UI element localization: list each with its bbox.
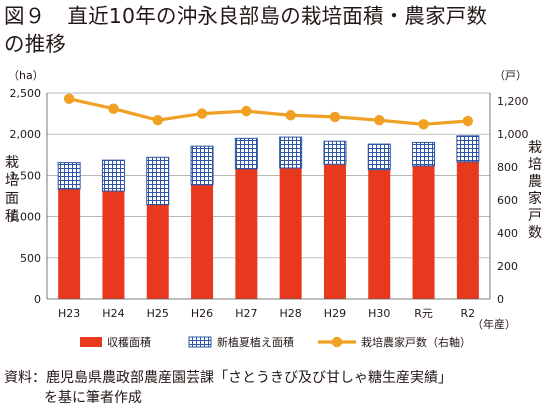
- left-tick-label: 1,500: [10, 169, 42, 182]
- left-tick-label: 500: [20, 252, 41, 265]
- left-axis-title-char: 面: [5, 191, 19, 207]
- farm-households-point: [329, 111, 341, 123]
- right-tick-label: 800: [497, 161, 518, 174]
- farm-households-point: [108, 103, 119, 114]
- bar-harvest-area: [279, 167, 302, 299]
- legend: 収穫面積 新植夏植え面積 栽培農家戸数（右軸）: [80, 335, 471, 349]
- legend-farms-label: 栽培農家戸数（右軸）: [361, 335, 471, 349]
- right-tick-label: 0: [497, 293, 504, 306]
- right-axis-title-char: 数: [528, 225, 542, 241]
- bar-harvest-area: [58, 188, 81, 299]
- farm-households-point: [462, 115, 474, 127]
- bar-harvest-area: [456, 161, 479, 299]
- bar-new-planting-area: [234, 137, 258, 170]
- bar-harvest-area: [235, 168, 258, 299]
- left-tick-label: 0: [34, 293, 41, 306]
- bar-new-planting-area: [146, 156, 170, 206]
- x-tick-label: H23: [58, 307, 80, 320]
- bar-new-planting-area: [367, 143, 391, 171]
- source-line-2: を基に筆者作成: [44, 390, 142, 406]
- bar-harvest-area: [146, 204, 169, 299]
- source-note: 資料：鹿児島県農政部農産園芸課「さとうきび及び甘しゃ糖生産実績」 を基に筆者作成: [4, 368, 544, 408]
- left-tick-label: 2,500: [10, 87, 42, 100]
- farm-households-point: [418, 119, 429, 130]
- legend-new-planting-swatch: [188, 336, 212, 348]
- bar-new-planting-area: [57, 162, 81, 190]
- x-tick-label: H24: [102, 307, 124, 320]
- right-axis-title-char: 家: [528, 190, 542, 207]
- x-tick-label: H28: [280, 307, 302, 320]
- x-tick-label: H26: [191, 307, 213, 320]
- source-line-1: 資料：鹿児島県農政部農産園芸課「さとうきび及び甘しゃ糖生産実績」: [4, 370, 452, 386]
- left-axis-title-char: 培: [5, 173, 19, 189]
- left-axis-title-char: 栽: [5, 155, 19, 171]
- bar-new-planting-area: [101, 159, 125, 192]
- right-axis-title-char: 戸: [528, 208, 542, 224]
- right-axis-title-char: 栽: [528, 140, 542, 156]
- right-axis-title-char: 農: [528, 174, 542, 190]
- bar-new-planting-area: [190, 145, 214, 186]
- bar-harvest-area: [323, 164, 346, 299]
- bar-harvest-area: [191, 184, 214, 299]
- title-line-2: の推移: [4, 32, 67, 56]
- farm-households-point: [63, 93, 75, 104]
- right-tick-label: 1,000: [497, 128, 529, 141]
- right-tick-label: 600: [497, 194, 518, 207]
- right-tick-label: 1,200: [497, 95, 529, 108]
- left-tick-label: 1,000: [10, 211, 42, 224]
- right-tick-label: 400: [497, 227, 518, 240]
- right-axis-unit: （戸）: [494, 69, 527, 82]
- bar-new-planting-area: [412, 141, 436, 167]
- bar-harvest-area: [368, 169, 391, 299]
- x-axis-unit: （年産）: [472, 317, 516, 331]
- legend-harvest-swatch: [80, 337, 102, 347]
- bar-harvest-area: [412, 165, 435, 299]
- farm-households-point: [241, 105, 252, 117]
- figure-number: 図９: [4, 4, 46, 28]
- bar-new-planting-area: [279, 136, 303, 169]
- x-tick-label: H25: [147, 307, 169, 320]
- right-tick-label: 200: [497, 260, 518, 273]
- x-tick-label: R元: [414, 307, 433, 320]
- bar-harvest-area: [102, 191, 125, 299]
- bars: [57, 135, 480, 299]
- farm-households-line: [68, 97, 468, 126]
- farm-households-point: [152, 114, 163, 126]
- axis-labels: 2,500 2,000 1,500 1,000 500 0 1,200 1,000 800 600…: [5, 69, 542, 331]
- farm-households-point: [374, 114, 385, 126]
- axes: [46, 93, 491, 300]
- x-tick-label: R2: [461, 307, 476, 320]
- legend-farms-marker: [331, 336, 343, 348]
- left-axis-title-char: 積: [5, 209, 19, 225]
- x-tick-label: H29: [324, 307, 346, 320]
- title-line-1: 直近10年の沖永良部島の栽培面積・農家戸数: [67, 4, 488, 28]
- x-tick-label: H27: [235, 307, 257, 320]
- line-series: [63, 93, 474, 130]
- farm-households-point: [196, 108, 208, 119]
- right-axis-title-char: 培: [528, 157, 542, 173]
- left-axis-unit: （ha）: [8, 69, 44, 82]
- x-tick-label: H30: [368, 307, 390, 320]
- bar-new-planting-area: [323, 140, 347, 165]
- bar-new-planting-area: [456, 135, 480, 163]
- left-tick-label: 2,000: [10, 128, 42, 141]
- legend-harvest-label: 収穫面積: [107, 335, 151, 349]
- farm-households-point: [285, 110, 296, 121]
- legend-new-planting-label: 新植夏植え面積: [217, 335, 294, 349]
- figure-title: 図９ 直近10年の沖永良部島の栽培面積・農家戸数 の推移: [4, 2, 544, 58]
